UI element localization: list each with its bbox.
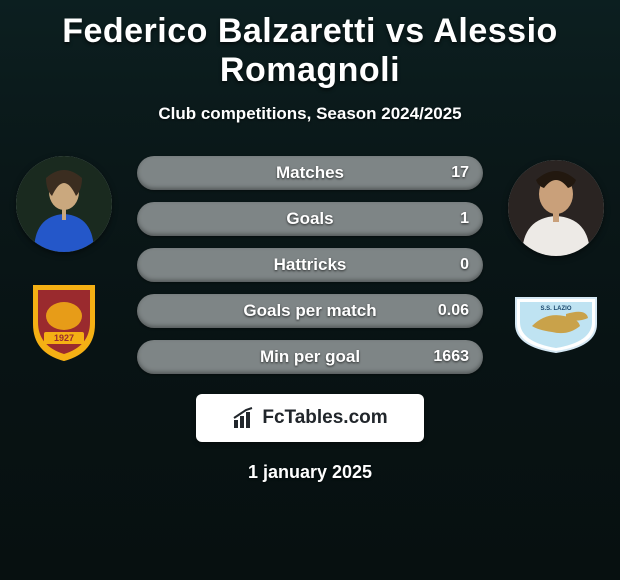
chart-icon <box>232 406 256 430</box>
club-crest-lazio: S.S. LAZIO <box>508 284 604 366</box>
stat-right-value: 0.06 <box>438 294 469 328</box>
player-right-avatar <box>508 160 604 256</box>
stat-label: Matches <box>137 156 483 190</box>
brand-text: FcTables.com <box>262 407 387 429</box>
player-left-column: 1927 <box>14 156 114 362</box>
stat-row-min-per-goal: Min per goal 1663 <box>137 340 483 374</box>
stat-row-goals-per-match: Goals per match 0.06 <box>137 294 483 328</box>
brand-box: FcTables.com <box>196 394 424 442</box>
player-right-column: S.S. LAZIO <box>506 160 606 366</box>
stat-right-value: 0 <box>460 248 469 282</box>
club-crest-roma: 1927 <box>16 280 112 362</box>
stat-row-goals: Goals 1 <box>137 202 483 236</box>
stat-right-value: 1 <box>460 202 469 236</box>
stat-row-hattricks: Hattricks 0 <box>137 248 483 282</box>
stat-label: Min per goal <box>137 340 483 374</box>
date-label: 1 january 2025 <box>0 462 620 483</box>
svg-text:S.S. LAZIO: S.S. LAZIO <box>540 306 571 312</box>
player-left-avatar <box>16 156 112 252</box>
svg-text:1927: 1927 <box>54 333 74 343</box>
stats-bars: Matches 17 Goals 1 Hattricks 0 Goals per… <box>137 156 483 374</box>
stat-label: Goals per match <box>137 294 483 328</box>
stat-label: Goals <box>137 202 483 236</box>
stat-row-matches: Matches 17 <box>137 156 483 190</box>
stat-right-value: 17 <box>451 156 469 190</box>
page-title: Federico Balzaretti vs Alessio Romagnoli <box>0 0 620 90</box>
subtitle: Club competitions, Season 2024/2025 <box>0 104 620 124</box>
stat-label: Hattricks <box>137 248 483 282</box>
stat-right-value: 1663 <box>433 340 469 374</box>
comparison-content: 1927 <box>0 156 620 483</box>
